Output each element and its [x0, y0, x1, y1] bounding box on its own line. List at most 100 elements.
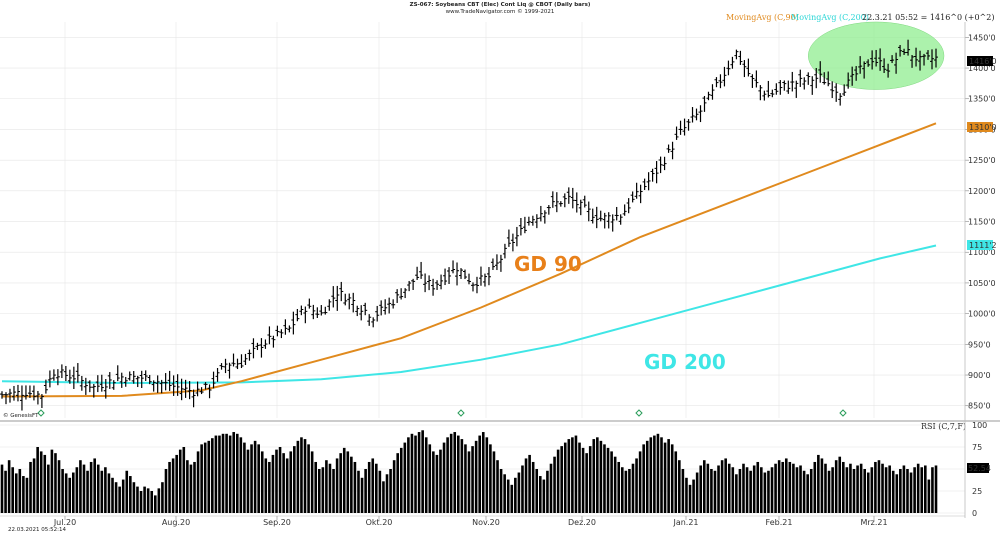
ohlc-bar: [423, 273, 428, 293]
ma200-value-tag: 1111'2: [967, 240, 997, 250]
price-tick-label: 1450'0: [968, 33, 996, 42]
ohlc-bar: [183, 379, 188, 398]
rsi-bar: [481, 432, 485, 513]
ohlc-bar: [766, 80, 771, 98]
rsi-bar: [866, 472, 870, 513]
rsi-bar: [457, 435, 460, 513]
rsi-bar: [563, 442, 567, 513]
rsi-bar: [4, 470, 7, 513]
rsi-bar: [389, 469, 392, 513]
rsi-bar: [585, 453, 588, 513]
rsi-bar: [606, 447, 610, 513]
ohlc-bar: [738, 50, 743, 65]
rsi-bar: [168, 461, 171, 513]
ohlc-bar: [79, 375, 84, 391]
ohlc-bar: [726, 60, 731, 76]
rsi-bar: [460, 439, 464, 513]
ohlc-bar: [99, 374, 104, 392]
rsi-bar: [567, 439, 571, 513]
rsi-bar: [196, 451, 200, 513]
ohlc-bar: [159, 379, 164, 394]
rsi-bar: [492, 451, 496, 513]
rsi-bar: [624, 470, 628, 513]
ohlc-bar: [283, 319, 288, 335]
rsi-bar: [742, 463, 745, 513]
rsi-bar: [906, 469, 909, 513]
rsi-bar: [321, 467, 325, 513]
ohlc-bar: [798, 69, 803, 87]
ohlc-bar: [566, 187, 571, 204]
rsi-bar: [571, 437, 574, 513]
ohlc-bar: [255, 342, 260, 351]
ohlc-bar: [115, 365, 120, 382]
ohlc-bar: [355, 305, 360, 317]
ohlc-bar: [251, 338, 256, 359]
ohlc-bar: [227, 362, 232, 379]
ohlc-bar: [834, 83, 839, 102]
rsi-bar: [68, 477, 72, 513]
ohlc-bar: [435, 280, 440, 290]
ohlc-bar: [23, 385, 28, 400]
rsi-bar: [653, 435, 656, 513]
rsi-bar: [310, 451, 314, 513]
ohlc-bar: [215, 367, 220, 382]
ma90-legend: MovingAvg (C,90): [726, 13, 799, 22]
rsi-bar: [82, 464, 86, 513]
ohlc-bar: [550, 191, 555, 208]
rsi-bar: [638, 451, 642, 513]
rsi-bar: [253, 440, 257, 513]
ohlc-bar: [0, 391, 4, 399]
rsi-bar: [335, 458, 339, 513]
rsi-bar: [859, 463, 863, 513]
ohlc-bar: [387, 297, 392, 314]
event-marker: [37, 409, 45, 417]
ohlc-bar: [862, 61, 867, 79]
timestamp: 22.03.2021 05:52:14: [8, 527, 66, 533]
rsi-bar: [410, 433, 414, 513]
ohlc-bar: [690, 107, 695, 123]
rsi-bar: [681, 469, 685, 513]
rsi-bar: [325, 460, 328, 513]
rsi-bar: [189, 464, 193, 513]
rsi-bar: [350, 456, 353, 513]
ohlc-bar: [826, 71, 831, 87]
rsi-bar: [385, 474, 389, 513]
gd200-annotation: GD 200: [644, 350, 726, 374]
ohlc-bar: [39, 394, 44, 409]
ohlc-bar: [598, 210, 603, 222]
rsi-bar: [357, 470, 360, 513]
ohlc-bar: [267, 326, 272, 345]
ohlc-bar: [790, 71, 795, 92]
ohlc-bar: [654, 161, 659, 184]
rsi-bar: [200, 444, 203, 513]
ohlc-bar: [11, 385, 16, 401]
rsi-value-tag: 52.54: [967, 463, 991, 473]
ohlc-bar: [443, 268, 448, 286]
ohlc-bar: [638, 184, 643, 204]
price-tick-label: 1250'0: [968, 156, 996, 165]
ohlc-bar: [858, 56, 863, 74]
rsi-bar: [332, 469, 335, 513]
ohlc-bar: [482, 273, 487, 287]
x-axis: Jul.20 Aug.20 Sep.20 Okt.20 Nov.20 Dez.20 Jan.…: [53, 516, 888, 527]
ohlc-bar: [506, 229, 511, 247]
ohlc-bar: [610, 214, 615, 232]
ohlc-bar: [363, 302, 368, 316]
x-tick-label: Jan.21: [672, 518, 698, 527]
rsi-bar: [293, 446, 296, 513]
ohlc-bar: [474, 276, 479, 294]
rsi-bar: [663, 442, 667, 513]
ohlc-bar: [570, 187, 575, 209]
ohlc-bar: [702, 95, 707, 112]
x-tick-label: Feb.21: [766, 518, 793, 527]
rsi-bar: [688, 484, 692, 513]
ohlc-bar: [534, 214, 539, 229]
rsi-bar: [717, 465, 720, 513]
ohlc-bar: [666, 144, 671, 153]
rsi-tick-label: 0: [972, 509, 977, 518]
ohlc-bar: [219, 363, 224, 370]
ohlc-bar: [734, 49, 739, 60]
rsi-bar: [435, 454, 439, 513]
ohlc-bar: [247, 349, 252, 361]
